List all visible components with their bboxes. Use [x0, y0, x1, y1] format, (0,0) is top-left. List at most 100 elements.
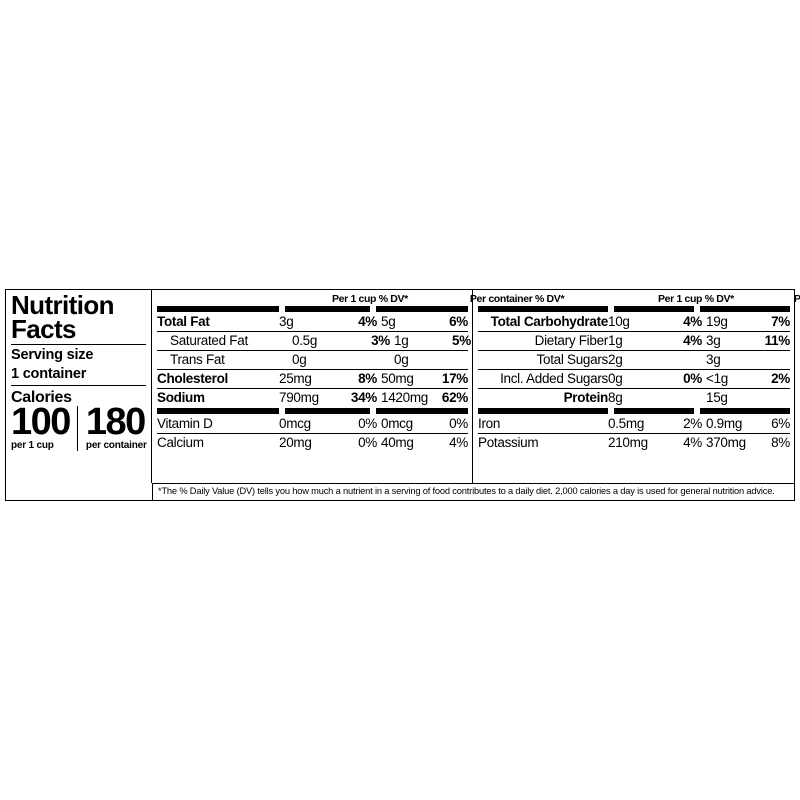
nutrient-amount-per-container: 40mg	[381, 435, 414, 450]
panel-b-macro-rows: Total Carbohydrate 10g 4% 19g 7% Dietary Fibe…	[478, 313, 790, 407]
nutrient-row: Iron 0.5mg 2% 0.9mg 6%	[478, 415, 790, 433]
calories-per-container: 180 per container	[76, 401, 147, 452]
nutrient-amount-per-serving: 0.5g	[292, 333, 318, 348]
label-title-line1: Nutrition	[11, 290, 115, 320]
nutrient-dv-per-serving: 34%	[350, 390, 377, 405]
footnote-row: *The % Daily Value (DV) tells you how mu…	[6, 482, 794, 500]
nutrient-dv-per-serving: 0%	[683, 371, 702, 386]
nutrient-name: Sodium	[157, 390, 205, 405]
nutrient-amount-per-container: 1g	[394, 333, 409, 348]
nutrient-row: Incl. Added Sugars 0g 0% <1g 2%	[478, 369, 790, 388]
nutrient-dv-per-container: 17%	[441, 371, 468, 386]
nutrient-row: Total Carbohydrate 10g 4% 19g 7%	[478, 313, 791, 331]
nutrient-row: Sodium 790mg 34% 1420mg 62%	[157, 388, 468, 407]
panel-a-top-bar	[157, 305, 468, 313]
panel-b-column-headers: Per 1 cup % DV* Per container % DV*	[478, 290, 800, 305]
nutrient-name: Saturated Fat	[170, 333, 248, 348]
panel-b-top-bar	[478, 305, 790, 313]
nutrient-amount-per-serving: 790mg	[279, 390, 319, 405]
nutrient-row: Dietary Fiber 1g 4% 3g 11%	[478, 331, 790, 350]
nutrient-amount-per-container: 0mcg	[381, 416, 413, 431]
calories-per-container-value: 180	[85, 401, 146, 444]
serving-size-value: 1 container	[11, 365, 87, 382]
nutrient-row: Protein 8g 15g	[478, 388, 790, 407]
calories-per-container-unit: per container	[85, 440, 147, 452]
nutrient-dv-per-container: 5%	[452, 333, 471, 348]
nutrient-amount-per-container: 15g	[706, 390, 728, 405]
nutrient-dv-per-serving: 8%	[358, 371, 377, 386]
nutrient-dv-per-serving: 2%	[683, 416, 702, 431]
panel-a-header-per-container: Per container % DV*	[469, 292, 565, 305]
nutrient-dv-per-container: 62%	[441, 390, 468, 405]
calories-label: Calories	[11, 389, 72, 407]
nutrient-panels: Per 1 cup % DV* Per container % DV* Tota…	[152, 290, 800, 483]
nutrient-amount-per-serving: 0g	[292, 352, 307, 367]
nutrient-amount-per-serving: 3g	[279, 314, 294, 329]
nutrient-amount-per-container: 0.9mg	[706, 416, 743, 431]
nutrient-panel-carb: Per 1 cup % DV* Per container % DV* Tota…	[473, 290, 800, 483]
nutrient-amount-per-serving: 10g	[608, 314, 630, 329]
panel-a-mid-bar	[157, 407, 468, 415]
nutrient-name: Total Sugars	[536, 352, 608, 367]
nutrient-name: Total Carbohydrate	[490, 314, 608, 329]
panel-b-header-per-container: Per container % DV*	[793, 292, 800, 305]
nutrient-amount-per-serving: 0mcg	[279, 416, 311, 431]
nutrient-amount-per-container: 1420mg	[381, 390, 428, 405]
nutrient-amount-per-container: 50mg	[381, 371, 414, 386]
nutrient-dv-per-container: 11%	[764, 333, 791, 348]
nutrient-panel-fat: Per 1 cup % DV* Per container % DV* Tota…	[152, 290, 565, 483]
nutrient-row: Trans Fat 0g 0g	[157, 350, 468, 369]
nutrient-name: Potassium	[478, 435, 539, 450]
nutrient-row: Vitamin D 0mcg 0% 0mcg 0%	[157, 415, 468, 433]
nutrient-amount-per-container: <1g	[706, 371, 728, 386]
nutrient-amount-per-container: 3g	[706, 333, 721, 348]
panel-a-header-per-serving: Per 1 cup % DV*	[332, 292, 408, 305]
serving-info-block: Nutrition Facts Serving size 1 container…	[6, 290, 152, 483]
nutrient-row: Total Sugars 2g 3g	[478, 350, 790, 369]
nutrient-dv-per-container: 7%	[771, 314, 790, 329]
calories-per-serving-value: 100	[11, 401, 71, 444]
nutrient-dv-per-serving: 3%	[371, 333, 390, 348]
panel-b-micro-rows: Iron 0.5mg 2% 0.9mg 6% Potassium 210mg 4% 370mg 8…	[478, 415, 790, 452]
title-divider	[11, 344, 146, 346]
nutrient-dv-per-serving: 4%	[683, 435, 702, 450]
nutrient-row: Cholesterol 25mg 8% 50mg 17%	[157, 369, 468, 388]
nutrient-amount-per-serving: 1g	[608, 333, 623, 348]
nutrient-name: Incl. Added Sugars	[500, 371, 608, 386]
label-body: Nutrition Facts Serving size 1 container…	[6, 290, 800, 483]
panel-b-mid-bar	[478, 407, 790, 415]
nutrient-row: Calcium 20mg 0% 40mg 4%	[157, 433, 468, 452]
nutrient-amount-per-serving: 0.5mg	[608, 416, 645, 431]
nutrient-row: Saturated Fat 0.5g 3% 1g 5%	[157, 331, 471, 350]
nutrient-name: Trans Fat	[170, 352, 225, 367]
nutrient-amount-per-container: 3g	[706, 352, 721, 367]
nutrient-amount-per-serving: 8g	[608, 390, 623, 405]
nutrient-amount-per-container: 370mg	[706, 435, 746, 450]
nutrient-amount-per-container: 19g	[706, 314, 728, 329]
nutrient-amount-per-serving: 0g	[608, 371, 623, 386]
nutrient-row: Potassium 210mg 4% 370mg 8%	[478, 433, 790, 452]
nutrient-dv-per-serving: 4%	[683, 314, 702, 329]
daily-value-footnote: *The % Daily Value (DV) tells you how mu…	[153, 482, 794, 500]
nutrient-amount-per-serving: 210mg	[608, 435, 648, 450]
nutrient-name: Dietary Fiber	[534, 333, 608, 348]
nutrient-amount-per-container: 0g	[394, 352, 409, 367]
panel-b-header-per-serving: Per 1 cup % DV*	[658, 292, 734, 305]
nutrient-amount-per-serving: 25mg	[279, 371, 312, 386]
footnote-spacer	[6, 482, 153, 500]
nutrition-facts-label: Nutrition Facts Serving size 1 container…	[5, 289, 800, 501]
nutrient-dv-per-serving: 4%	[358, 314, 377, 329]
nutrient-name: Total Fat	[157, 314, 210, 329]
nutrient-dv-per-serving: 4%	[683, 333, 702, 348]
nutrient-dv-per-container: 6%	[771, 416, 790, 431]
serving-size-label: Serving size	[11, 347, 94, 364]
nutrient-amount-per-container: 5g	[381, 314, 396, 329]
panel-a-column-headers: Per 1 cup % DV* Per container % DV*	[157, 290, 565, 305]
nutrient-dv-per-serving: 0%	[358, 435, 377, 450]
nutrient-row: Total Fat 3g 4% 5g 6%	[157, 313, 468, 331]
nutrient-dv-per-container: 4%	[449, 435, 468, 450]
nutrient-name: Calcium	[157, 435, 204, 450]
nutrient-name: Iron	[478, 416, 501, 431]
calories-per-serving-unit: per 1 cup	[11, 440, 54, 452]
nutrient-dv-per-container: 6%	[449, 314, 468, 329]
